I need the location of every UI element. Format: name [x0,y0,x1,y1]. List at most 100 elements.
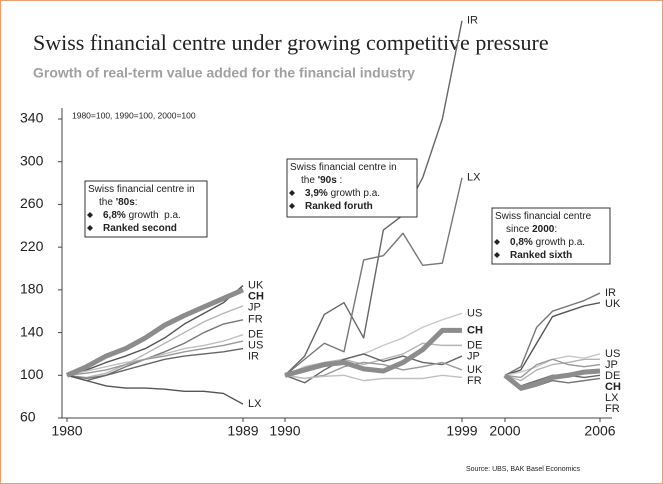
series-label: FR [605,403,620,415]
y-tick-label: 60 [20,409,36,425]
annotation-line: 6,8% growth p.a. [103,210,181,221]
annotation-text: 0,8% [510,237,533,248]
series-label: DE [467,339,482,351]
y-tick-label: 100 [20,366,44,382]
annotation-text: 3,9% [305,188,328,199]
bullet [87,225,93,231]
series-label: IR [467,15,478,27]
annotation-text: growth p.a. [126,210,181,221]
bullet [289,190,295,196]
series-line [284,342,462,376]
annotation-text: '80s [116,197,136,208]
series-label: LX [248,398,262,410]
annotation-line: the '80s: [99,197,138,208]
annotation-line: Ranked second [103,223,177,234]
series-label: LX [605,392,619,404]
series-line [284,374,463,382]
bullet [494,252,500,258]
series-label: JP [467,350,480,362]
series-line [504,358,600,382]
series-label: FR [248,314,263,326]
annotation-line: 3,9% growth p.a. [305,188,380,199]
series-line [66,374,244,405]
annotation-box [286,158,418,218]
x-tick-label: 1989 [227,423,258,439]
annotation-text: the [99,197,116,208]
x-tick-label: 2006 [584,423,615,439]
y-tick-label: 260 [20,195,44,211]
annotation-line: Swiss financial centre in [88,184,195,195]
series-label: CH [605,381,621,393]
annotation-text: Swiss financial centre in [88,184,195,195]
annotation-box [491,207,611,265]
annotation-text: '90s [318,175,338,186]
annotation-text: growth p.a. [328,188,380,199]
series-label: UK [467,364,483,376]
bullet [289,203,295,209]
bullet [494,239,500,245]
series-label: DE [248,329,263,341]
series-label: UK [248,279,264,291]
annotation-text: Ranked second [103,223,177,234]
y-tick-label: 180 [20,281,44,297]
series-label: IR [605,287,616,299]
annotation-text: Swiss financial centre in [290,162,397,173]
x-tick-label: 1999 [446,423,477,439]
bullet [87,212,93,218]
series-label: IR [248,351,259,363]
series-label: FR [467,375,482,387]
series-line [66,305,244,379]
source: Source: UBS, BAK Basel Economics [466,466,580,473]
series-label: US [248,340,263,352]
y-tick-label: 340 [20,110,44,126]
x-tick-label: 1990 [269,423,300,439]
series-label: US [467,307,482,319]
series-label: UK [605,298,621,310]
series-label: CH [248,290,264,302]
y-tick-label: 140 [20,323,44,339]
annotation-text: 2000 [532,224,555,235]
annotation-text: 6,8% [103,210,126,221]
annotation-line: Ranked sixth [510,250,572,261]
annotation-text: Ranked sixth [510,250,572,261]
series-label: JP [248,301,261,313]
series-line [66,340,244,376]
annotation-line: Swiss financial centre [495,211,592,222]
annotation-line: since 2000: [506,224,557,235]
annotation-text: : [337,175,343,186]
x-tick-label: 1980 [51,423,82,439]
series-line [284,177,463,376]
annotation-text: the [301,175,318,186]
series-line [504,358,601,379]
annotation-line: Ranked foruth [305,201,373,212]
series-label: DE [605,370,620,382]
series-line [66,285,244,376]
annotation-text: since [506,224,532,235]
series-line [65,287,245,378]
series-line [503,368,601,391]
series-label: CH [467,324,483,336]
chart-subtitle: Growth of real-term value added for the … [33,65,415,81]
series-line [284,20,463,376]
annotation-text: Swiss financial centre [495,211,592,222]
series-line [504,301,601,376]
series-line [66,347,244,382]
annotation-text: : [554,224,557,235]
series-line [284,327,462,378]
series-label: US [605,348,620,360]
annotation-text: Ranked foruth [305,201,373,212]
y-tick-label: 220 [20,238,44,254]
series-line [66,334,244,376]
series-label: JP [605,359,618,371]
annotation-box [84,180,208,238]
annotation-line: 0,8% growth p.a. [510,237,585,248]
annotation-line: Swiss financial centre in [290,162,397,173]
series-line [66,319,244,380]
chart-title: Swiss financial centre under growing com… [33,30,549,55]
annotation-text: : [135,197,138,208]
x-tick-label: 2000 [489,423,520,439]
annotation-line: the '90s : [301,175,342,186]
series-label: LX [467,172,481,184]
